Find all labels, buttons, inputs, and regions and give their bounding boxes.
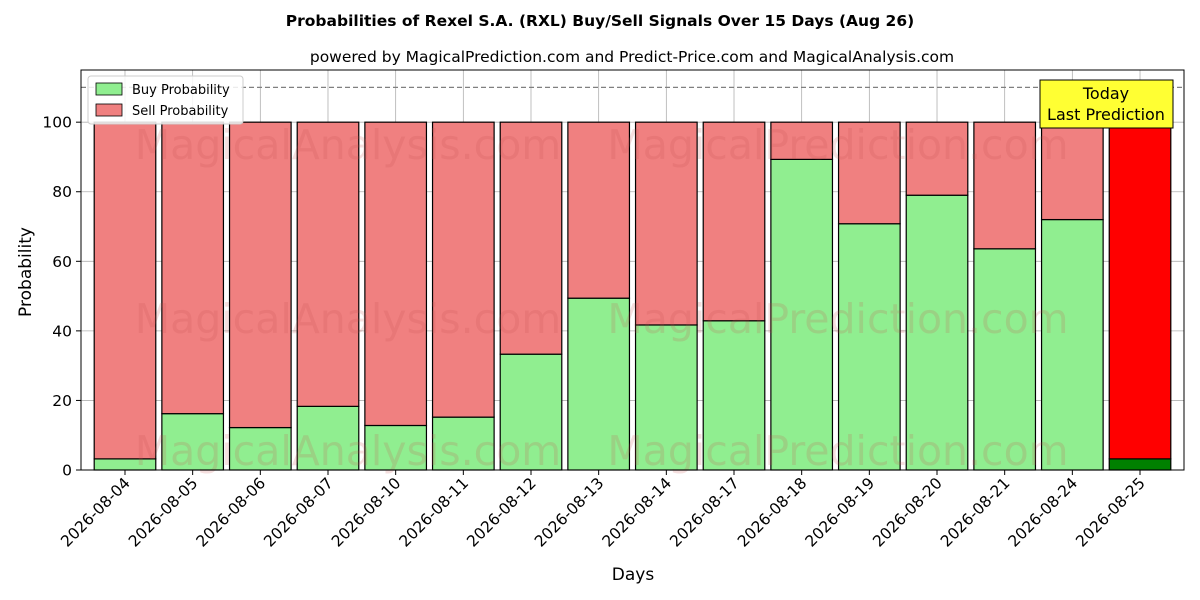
x-tick-label: 2026-08-06 [193,474,269,550]
bar-buy-2026-08-18 [770,158,834,471]
today-annotation-box [1039,79,1174,129]
x-axis: 2026-08-042026-08-052026-08-062026-08-07… [57,470,1149,551]
y-tick-label: 60 [52,253,72,271]
legend-swatch-buy [95,82,123,96]
chart-subtitle: powered by MagicalPrediction.com and Pre… [310,48,954,66]
watermark-text: MagicalPrediction.com [607,295,1068,343]
bar-sell-2026-08-20 [905,121,969,196]
bar-sell-2026-08-18 [770,121,834,160]
x-tick-label: 2026-08-24 [1005,474,1081,550]
plot-area-frame [80,69,1185,471]
bar-sell-2026-08-05 [161,121,225,415]
x-tick-label: 2026-08-07 [260,474,336,550]
bar-buy-2026-08-25 [1108,458,1172,471]
bar-buy-2026-08-10 [364,424,428,471]
x-tick-label: 2026-08-18 [734,474,810,550]
x-tick-label: 2026-08-17 [666,474,742,550]
bar-sell-2026-08-06 [228,121,292,429]
y-axis: 0 20 40 60 80 100 [42,114,81,480]
x-tick-label: 2026-08-19 [802,474,878,550]
y-tick-label: 0 [62,462,72,480]
legend-label-buy: Buy Probability [132,83,230,98]
chart-title: Probabilities of Rexel S.A. (RXL) Buy/Se… [286,12,914,30]
x-axis-label: Days [612,565,655,585]
x-tick-label: 2026-08-14 [599,474,675,550]
x-tick-label: 2026-08-11 [396,474,472,550]
today-annotation-line-2: Last Prediction [1047,105,1165,124]
bar-sell-2026-08-14 [634,121,698,326]
today-annotation: Today Last Prediction [1039,79,1174,129]
bar-buy-2026-08-07 [296,405,360,471]
x-tick-label: 2026-08-12 [463,474,539,550]
x-tick-label: 2026-08-10 [328,474,404,550]
bar-buy-2026-08-11 [431,416,495,471]
y-tick-label: 20 [52,392,72,410]
bar-buy-2026-08-12 [499,353,563,471]
y-tick-label: 100 [42,114,72,132]
legend: Buy Probability Sell Probability [87,75,244,125]
bar-buy-2026-08-05 [161,413,225,471]
bar-buy-2026-08-21 [973,248,1037,471]
watermark-text: MagicalPrediction.com [607,121,1068,169]
legend-swatch-sell [95,103,123,117]
bar-sell-2026-08-13 [567,121,631,299]
y-tick-label: 80 [52,183,72,201]
bar-buy-2026-08-17 [702,320,766,471]
x-tick-label: 2026-08-25 [1072,474,1148,550]
bars-group [93,121,1172,471]
bar-sell-2026-08-25 [1108,121,1172,460]
watermarks-group: MagicalAnalysis.com MagicalPrediction.com… [135,121,1069,475]
bar-sell-2026-08-17 [702,121,766,322]
y-tick-label: 40 [52,322,72,340]
bar-buy-2026-08-24 [1040,218,1104,471]
x-tick-label: 2026-08-20 [869,474,945,550]
bar-sell-2026-08-11 [431,121,495,418]
bar-sell-2026-08-21 [973,121,1037,250]
watermark-text: MagicalAnalysis.com [135,295,562,343]
x-tick-label: 2026-08-13 [531,474,607,550]
bar-buy-2026-08-14 [634,324,698,471]
x-tick-label: 2026-08-21 [937,474,1013,550]
legend-label-sell: Sell Probability [132,104,229,119]
watermark-text: MagicalAnalysis.com [135,121,562,169]
today-annotation-line-1: Today [1082,84,1129,103]
watermark-text: MagicalAnalysis.com [135,427,562,475]
bar-sell-2026-08-04 [93,121,157,460]
y-axis-label: Probability [16,227,36,317]
x-tick-label: 2026-08-05 [125,474,201,550]
bar-sell-2026-08-10 [364,121,428,427]
x-tick-label: 2026-08-04 [57,474,133,550]
bar-sell-2026-08-07 [296,121,360,407]
bar-buy-2026-08-20 [905,194,969,471]
bar-sell-2026-08-19 [837,121,901,225]
bar-sell-2026-08-24 [1040,121,1104,221]
bar-sell-2026-08-12 [499,121,563,355]
legend-box [87,75,244,125]
bar-buy-2026-08-19 [837,223,901,471]
watermark-text: MagicalPrediction.com [607,427,1068,475]
